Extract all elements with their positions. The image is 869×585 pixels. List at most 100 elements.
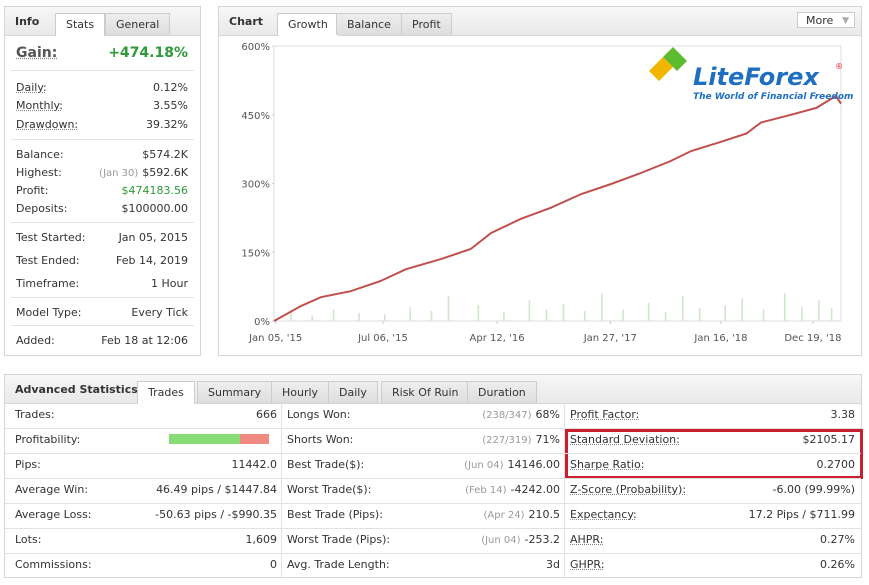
advanced-panel: Advanced Statistics Trades Summary Hourly Da…	[4, 374, 863, 578]
stat-value-text: 666	[256, 408, 277, 421]
tab[interactable]: Stats	[55, 13, 106, 36]
stat-value: (238/347) 68%	[482, 408, 560, 421]
more-button[interactable]: More ▼	[797, 12, 855, 28]
stat-value-text: -253.2	[524, 533, 560, 546]
stat-value: 3.38	[831, 408, 856, 421]
stat-label: AHPR:	[570, 533, 604, 546]
stat-label: Trades:	[15, 408, 55, 421]
separator	[5, 453, 861, 454]
stat-value: (Jun 04) -253.2	[481, 533, 560, 546]
stat-value: -50.63 pips / -$990.35	[155, 508, 277, 521]
stat-value: 0.27%	[820, 533, 855, 546]
tab[interactable]: General	[105, 13, 171, 35]
win-bar	[169, 434, 240, 444]
stat-label: Average Loss:	[15, 508, 92, 521]
stat-label: Monthly:	[16, 99, 63, 112]
stat-value: (227/319) 71%	[482, 433, 560, 446]
stat-note: (Jun 04)	[464, 460, 504, 471]
more-arrow: ▼	[842, 16, 849, 26]
tab[interactable]: Summary	[197, 381, 273, 403]
stat-note: (Apr 24)	[483, 510, 525, 521]
logo-mark: ®	[835, 62, 843, 71]
stat-value-text: 46.49 pips / $1447.84	[156, 483, 277, 496]
stat-label: Longs Won:	[287, 408, 351, 421]
x-tick-label: Jan 16, '18	[693, 333, 747, 344]
logo	[649, 47, 687, 81]
stat-value: (Jan 30) $592.6K	[99, 166, 188, 179]
stat-label: Standard Deviation:	[570, 433, 680, 446]
tab[interactable]: Profit	[401, 13, 452, 35]
volume-bar	[503, 311, 505, 321]
stat-label: Drawdown:	[16, 118, 79, 131]
volume-bar	[830, 308, 833, 321]
growth-line	[273, 94, 842, 322]
stat-value-text: 17.2 Pips / $711.99	[748, 508, 855, 521]
stat-value-text: 14146.00	[507, 458, 561, 471]
y-tick-label: 0%	[254, 317, 270, 328]
stat-value: 39.32%	[146, 118, 188, 131]
volume-bar	[698, 308, 701, 321]
stat-value: 11442.0	[232, 458, 278, 471]
stat-value-text: -4242.00	[510, 483, 560, 496]
stat-value-text: -6.00 (99.99%)	[772, 483, 855, 496]
tab[interactable]: Duration	[467, 381, 537, 403]
volume-bar	[477, 304, 480, 321]
loss-bar	[240, 434, 269, 444]
volume-bar	[762, 309, 765, 321]
tab[interactable]: Hourly	[271, 381, 330, 403]
stat-value: $100000.00	[122, 202, 188, 215]
more-label: More	[806, 14, 834, 27]
stat-value: -6.00 (99.99%)	[773, 483, 855, 496]
chart-panel: 0% 150% 300% 450% 600% Jan 05, '15 Jul 06, '15…	[218, 6, 862, 356]
stat-value-text: $2105.17	[802, 433, 856, 446]
logo-shape	[663, 47, 687, 71]
gain-value: +474.18%	[108, 45, 188, 61]
stat-value-text: 1 Hour	[151, 277, 188, 290]
y-tick-label: 300%	[241, 180, 270, 191]
tab[interactable]: Trades	[137, 381, 195, 404]
tab[interactable]: Growth	[277, 13, 339, 36]
stat-label: Worst Trade($):	[287, 483, 372, 496]
info-panel: Info Stats General Gain: +474.18% Daily: 0.12%…	[4, 6, 201, 356]
volume-bar	[583, 310, 586, 321]
separator	[5, 478, 861, 479]
y-tick-label: 600%	[241, 42, 270, 53]
stat-value: 0.12%	[153, 81, 188, 94]
volume-bar	[724, 304, 727, 321]
stat-value-text: 11442.0	[231, 458, 278, 471]
volume-bar	[358, 312, 360, 321]
stat-value-text: 210.5	[528, 508, 561, 521]
stat-label: Added:	[16, 334, 55, 347]
stat-label: Balance:	[16, 148, 64, 161]
volume-bar	[664, 311, 667, 321]
stat-value-text: $592.6K	[142, 166, 188, 179]
separator	[11, 297, 194, 298]
column-divider	[564, 403, 565, 577]
x-tick-label: Apr 12, '16	[470, 333, 525, 344]
stat-value-text: Every Tick	[131, 306, 188, 319]
stat-value-text: Feb 14, 2019	[116, 254, 188, 267]
tab[interactable]: Balance	[336, 13, 402, 35]
stat-value-text: 1,609	[245, 533, 278, 546]
volume-bar	[409, 307, 412, 321]
x-tick-label: Jan 05, '15	[248, 333, 302, 344]
stat-value-text: 39.32%	[146, 118, 188, 131]
separator	[5, 503, 861, 504]
tab[interactable]: Risk Of Ruin	[381, 381, 470, 403]
volume-bar	[622, 309, 624, 321]
x-tick-label: Jan 27, '17	[583, 333, 637, 344]
volume-bar	[647, 302, 650, 321]
stat-value-text: Feb 18 at 12:06	[101, 334, 188, 347]
volume-bar	[681, 295, 684, 321]
volume-bar	[528, 300, 531, 321]
x-tick-label: Jul 06, '15	[357, 333, 408, 344]
tab[interactable]: Daily	[328, 381, 378, 403]
stat-value: 666	[256, 408, 277, 421]
stat-value-text: 71%	[535, 433, 560, 446]
stat-value-text: 0.27%	[820, 533, 855, 546]
separator	[5, 428, 861, 429]
stat-label: Test Ended:	[16, 254, 80, 267]
stat-value-text: 0.12%	[153, 81, 188, 94]
stat-value: 0	[270, 558, 277, 571]
